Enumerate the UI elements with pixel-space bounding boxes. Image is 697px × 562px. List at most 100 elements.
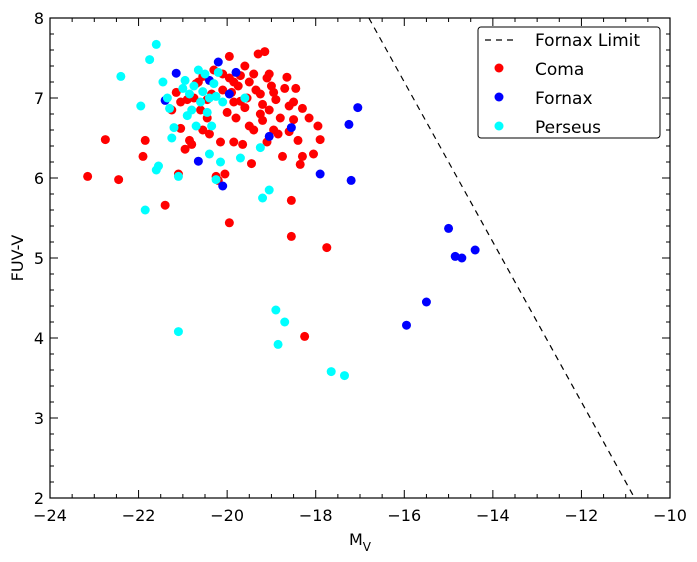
- y-tick-label: 6: [34, 169, 44, 188]
- y-axis-label: FUV-V: [8, 235, 27, 282]
- data-point-fornax: [264, 131, 274, 141]
- data-point-perseus: [211, 175, 221, 185]
- data-point-perseus: [185, 89, 194, 99]
- legend: Fornax Limit Coma Fornax Perseus: [477, 26, 661, 139]
- legend-label-fornax: Fornax: [535, 89, 593, 109]
- data-point-perseus: [173, 171, 183, 181]
- data-point-coma: [114, 175, 124, 185]
- data-point-coma: [229, 137, 239, 147]
- data-point-coma: [216, 137, 225, 147]
- data-point-coma: [269, 125, 279, 135]
- data-point-coma: [264, 105, 274, 115]
- data-point-perseus: [189, 81, 199, 91]
- data-point-coma: [264, 69, 274, 79]
- data-point-coma: [291, 83, 301, 93]
- data-point-coma: [198, 125, 208, 135]
- data-point-perseus: [340, 371, 349, 381]
- data-point-coma: [160, 200, 170, 210]
- data-point-coma: [100, 135, 110, 145]
- line-layer: [368, 18, 636, 498]
- data-point-perseus: [216, 157, 225, 167]
- data-point-fornax: [457, 253, 467, 263]
- data-point-perseus: [204, 149, 214, 159]
- legend-label-coma: Coma: [535, 60, 584, 80]
- data-point-coma: [286, 231, 296, 241]
- data-point-perseus: [200, 69, 210, 79]
- data-point-coma: [171, 87, 181, 97]
- data-point-coma: [260, 47, 270, 57]
- data-point-coma: [240, 61, 250, 71]
- data-point-coma: [289, 97, 299, 107]
- data-point-perseus: [202, 107, 212, 117]
- data-point-fornax: [171, 68, 181, 78]
- data-point-coma: [187, 139, 197, 149]
- data-point-fornax: [224, 89, 234, 99]
- data-point-perseus: [326, 367, 336, 377]
- data-point-perseus: [235, 153, 245, 163]
- legend-label-fornax-limit: Fornax Limit: [535, 31, 640, 51]
- data-point-perseus: [207, 121, 217, 131]
- data-point-coma: [271, 95, 281, 105]
- data-point-coma: [255, 89, 265, 99]
- data-point-perseus: [271, 305, 281, 315]
- data-point-coma: [258, 99, 268, 109]
- data-point-coma: [297, 103, 307, 113]
- data-point-coma: [140, 135, 150, 145]
- data-point-coma: [83, 171, 93, 181]
- y-tick-label: 7: [34, 89, 44, 108]
- data-point-coma: [218, 85, 228, 95]
- data-point-perseus: [213, 67, 223, 77]
- y-tick-label: 3: [34, 409, 44, 428]
- data-point-coma: [176, 123, 186, 133]
- x-tick-label: −12: [565, 506, 599, 525]
- data-point-coma: [295, 159, 305, 169]
- data-point-perseus: [169, 123, 179, 133]
- data-point-perseus: [218, 97, 228, 107]
- data-point-perseus: [167, 133, 177, 143]
- data-point-coma: [300, 331, 310, 341]
- data-point-perseus: [280, 317, 290, 327]
- x-tick-label: −16: [387, 506, 421, 525]
- x-axis-label: MV: [349, 530, 372, 554]
- data-point-perseus: [240, 93, 250, 103]
- data-point-perseus: [154, 161, 163, 171]
- x-tick-label: −20: [210, 506, 244, 525]
- x-tick-label: −22: [122, 506, 156, 525]
- legend-marker-coma: [494, 63, 504, 73]
- x-tick-label: −24: [33, 506, 67, 525]
- data-point-perseus: [255, 143, 265, 153]
- data-point-fornax: [353, 103, 363, 113]
- y-tick-label: 4: [34, 329, 44, 348]
- data-point-perseus: [136, 101, 146, 111]
- data-point-fornax: [421, 297, 431, 307]
- data-point-perseus: [180, 75, 190, 85]
- data-point-coma: [315, 135, 325, 145]
- points-layer: [83, 39, 480, 381]
- data-point-perseus: [196, 97, 206, 107]
- data-point-perseus: [258, 193, 268, 203]
- data-point-coma: [286, 195, 296, 205]
- data-point-fornax: [402, 320, 411, 330]
- data-point-perseus: [264, 185, 274, 195]
- data-point-coma: [238, 139, 248, 149]
- data-point-perseus: [151, 39, 161, 49]
- data-point-fornax: [193, 156, 203, 166]
- data-point-perseus: [116, 71, 126, 81]
- data-point-coma: [247, 159, 256, 169]
- fornax-limit-line: [368, 18, 636, 498]
- y-tick-label: 8: [34, 9, 44, 28]
- data-point-perseus: [273, 339, 283, 349]
- data-point-coma: [269, 87, 279, 97]
- y-tick-label: 2: [34, 489, 44, 508]
- data-point-coma: [255, 109, 265, 119]
- data-point-fornax: [444, 223, 454, 233]
- data-point-coma: [180, 144, 190, 154]
- data-point-coma: [293, 135, 303, 145]
- legend-marker-fornax: [494, 92, 504, 102]
- data-point-coma: [275, 113, 285, 123]
- data-point-perseus: [158, 77, 168, 87]
- data-point-coma: [233, 81, 243, 91]
- data-point-perseus: [178, 83, 188, 93]
- data-point-perseus: [140, 205, 150, 215]
